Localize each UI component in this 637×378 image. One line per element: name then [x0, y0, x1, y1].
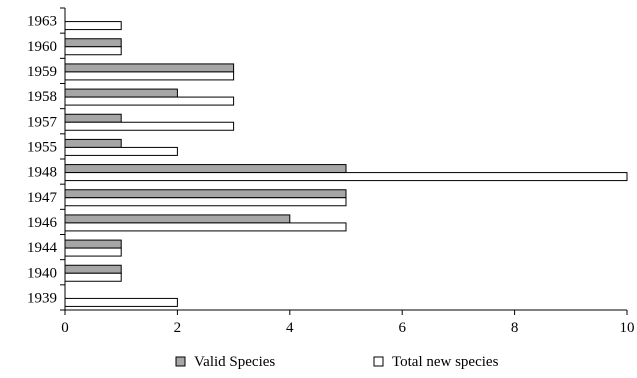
bar-total-1963 [64, 21, 122, 31]
y-tick-label-1957: 1957 [27, 114, 58, 130]
bar-valid-1946 [64, 214, 291, 224]
bar-total-1955 [64, 146, 178, 156]
bar-valid-1959 [64, 63, 235, 73]
y-tick-label-1958: 1958 [27, 89, 57, 105]
x-tick-label-6: 6 [398, 320, 406, 336]
bar-valid-1947 [64, 189, 347, 199]
x-tick-label-4: 4 [286, 320, 294, 336]
y-tick-label-1947: 1947 [27, 190, 58, 206]
bar-valid-1948 [64, 164, 347, 174]
legend-swatch-valid [175, 356, 186, 367]
y-tick-label-1948: 1948 [27, 165, 57, 181]
bar-total-1948 [64, 172, 628, 182]
bar-total-1960 [64, 46, 122, 56]
bar-total-1939 [64, 297, 178, 307]
x-tick-label-0: 0 [61, 320, 69, 336]
y-tick-label-1940: 1940 [27, 265, 57, 281]
bar-valid-1960 [64, 38, 122, 48]
legend-swatch-total [373, 356, 384, 367]
x-tick-label-8: 8 [511, 320, 519, 336]
x-tick-label-10: 10 [620, 320, 635, 336]
bar-total-1959 [64, 71, 235, 81]
bar-total-1946 [64, 222, 347, 232]
bar-total-1957 [64, 121, 235, 131]
bar-valid-1944 [64, 239, 122, 249]
y-tick-label-1944: 1944 [27, 240, 58, 256]
y-tick-label-1960: 1960 [27, 39, 57, 55]
y-tick-label-1946: 1946 [27, 215, 58, 231]
y-tick-label-1959: 1959 [27, 64, 57, 80]
x-tick-label-2: 2 [174, 320, 182, 336]
bar-valid-1957 [64, 113, 122, 123]
bar-valid-1940 [64, 264, 122, 274]
legend-label-valid: Valid Species [194, 354, 275, 370]
y-tick-label-1963: 1963 [27, 14, 57, 30]
bar-total-1947 [64, 197, 347, 207]
legend-label-total: Total new species [392, 354, 499, 370]
y-tick-label-1955: 1955 [27, 139, 57, 155]
bar-valid-1958 [64, 88, 178, 98]
bar-total-1958 [64, 96, 235, 106]
bar-valid-1955 [64, 138, 122, 148]
y-tick-label-1939: 1939 [27, 290, 57, 306]
bar-total-1940 [64, 272, 122, 282]
bar-total-1944 [64, 247, 122, 257]
